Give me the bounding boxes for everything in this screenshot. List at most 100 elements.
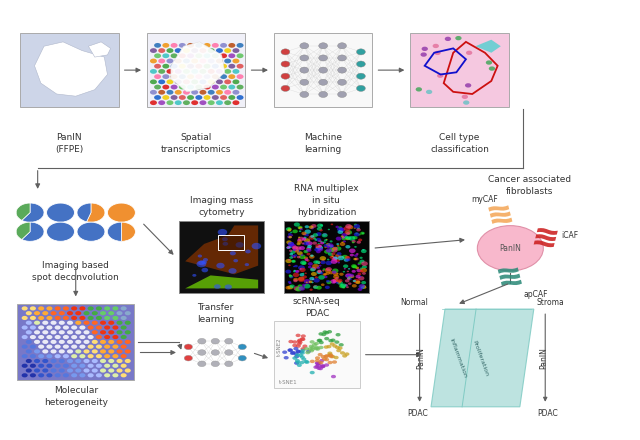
Circle shape — [289, 236, 292, 238]
Circle shape — [356, 228, 361, 231]
Circle shape — [67, 330, 73, 334]
Circle shape — [125, 340, 131, 344]
Circle shape — [34, 359, 40, 363]
Circle shape — [38, 364, 44, 368]
Circle shape — [204, 74, 211, 79]
Circle shape — [326, 249, 332, 253]
Circle shape — [316, 246, 319, 249]
Circle shape — [333, 257, 338, 260]
Wedge shape — [16, 203, 30, 220]
Circle shape — [353, 279, 360, 283]
Circle shape — [108, 311, 115, 315]
Circle shape — [321, 283, 324, 286]
Circle shape — [306, 282, 308, 283]
Circle shape — [104, 316, 110, 320]
Circle shape — [291, 260, 296, 263]
Circle shape — [292, 260, 295, 262]
FancyBboxPatch shape — [17, 304, 134, 380]
Circle shape — [348, 282, 351, 285]
Circle shape — [337, 227, 343, 231]
Circle shape — [331, 224, 333, 225]
Circle shape — [291, 235, 293, 236]
Circle shape — [312, 279, 314, 280]
Circle shape — [310, 227, 314, 229]
Circle shape — [309, 226, 314, 229]
Circle shape — [38, 316, 44, 320]
Circle shape — [361, 249, 367, 253]
Circle shape — [300, 67, 308, 73]
Circle shape — [300, 349, 305, 352]
Circle shape — [290, 352, 295, 355]
Circle shape — [332, 271, 337, 274]
Circle shape — [353, 236, 358, 239]
Circle shape — [326, 261, 332, 265]
Circle shape — [326, 243, 330, 246]
Circle shape — [195, 53, 202, 58]
Circle shape — [323, 273, 326, 276]
Circle shape — [237, 74, 244, 79]
Circle shape — [166, 80, 173, 84]
Circle shape — [83, 311, 90, 315]
Circle shape — [316, 347, 321, 351]
Circle shape — [26, 311, 32, 315]
Circle shape — [309, 255, 315, 259]
Polygon shape — [492, 218, 513, 224]
Circle shape — [295, 287, 301, 291]
Circle shape — [171, 64, 177, 69]
Circle shape — [330, 355, 335, 358]
Circle shape — [335, 254, 339, 257]
Circle shape — [330, 342, 335, 346]
Circle shape — [317, 248, 323, 251]
Text: PanIN: PanIN — [417, 347, 426, 369]
Circle shape — [363, 288, 365, 289]
Circle shape — [92, 340, 98, 344]
Circle shape — [297, 251, 303, 255]
Circle shape — [353, 258, 357, 260]
Circle shape — [346, 258, 351, 261]
Circle shape — [204, 64, 211, 69]
Circle shape — [293, 278, 298, 281]
Circle shape — [183, 80, 190, 84]
Circle shape — [59, 311, 65, 315]
Circle shape — [100, 321, 106, 325]
Circle shape — [184, 356, 193, 361]
Circle shape — [216, 90, 223, 95]
Circle shape — [59, 330, 65, 334]
Circle shape — [237, 43, 244, 48]
Circle shape — [54, 354, 61, 358]
Circle shape — [312, 264, 319, 269]
Circle shape — [320, 364, 325, 368]
Circle shape — [30, 316, 36, 320]
Circle shape — [300, 55, 308, 61]
Circle shape — [26, 340, 32, 344]
Circle shape — [63, 316, 69, 320]
Circle shape — [59, 368, 65, 373]
Circle shape — [187, 64, 194, 69]
Circle shape — [323, 233, 327, 236]
Circle shape — [150, 59, 157, 63]
Circle shape — [326, 280, 330, 282]
Circle shape — [305, 225, 309, 228]
Circle shape — [187, 43, 194, 48]
Circle shape — [191, 59, 198, 63]
Circle shape — [433, 44, 439, 48]
Circle shape — [319, 67, 328, 73]
Circle shape — [293, 279, 298, 282]
Circle shape — [338, 92, 346, 98]
Circle shape — [321, 333, 326, 336]
Circle shape — [349, 274, 354, 277]
Circle shape — [360, 268, 367, 272]
Circle shape — [289, 274, 291, 276]
Circle shape — [120, 373, 127, 378]
Circle shape — [312, 242, 317, 245]
FancyBboxPatch shape — [274, 33, 372, 107]
Circle shape — [150, 69, 157, 74]
Circle shape — [166, 100, 173, 105]
Circle shape — [325, 268, 328, 270]
Circle shape — [348, 278, 352, 280]
Circle shape — [302, 275, 307, 279]
Text: PanIN: PanIN — [540, 347, 548, 369]
Circle shape — [34, 368, 40, 373]
Circle shape — [344, 258, 349, 262]
Polygon shape — [431, 309, 534, 407]
